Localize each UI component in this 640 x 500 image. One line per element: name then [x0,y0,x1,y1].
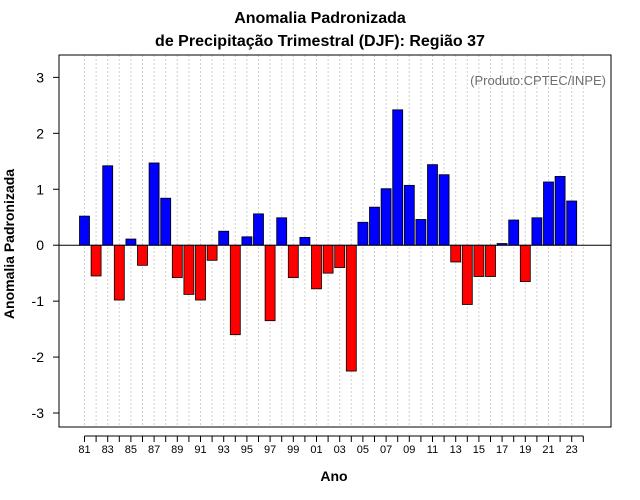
x-axis: 81 83 85 87 89 91 93 95 97 99 01 03 05 07 09 11 13 15 17 19… [78,435,584,456]
y-tick-label: 1 [36,181,44,197]
y-tick-label: -2 [32,349,45,365]
bar-83 [102,165,114,246]
bar-06 [369,206,380,246]
bar-21 [543,181,554,246]
y-axis: -3 -2 -1 0 1 2 3 [32,69,59,421]
bar-94 [229,244,241,336]
bar-10 [415,219,427,246]
bar-91 [195,244,206,301]
bar-00 [299,236,311,246]
bar-99 [287,244,299,279]
x-tick-label: 03 [334,444,346,456]
bar-07 [380,188,392,246]
bar-14 [461,244,473,305]
x-tick-label: 91 [194,444,206,456]
bar-series [79,109,578,372]
bar-86 [137,244,148,266]
x-tick-label: 19 [519,444,531,456]
chart-subtitle: de Precipitação Trimestral (DJF): Região… [155,33,485,50]
x-tick-label: 95 [241,444,253,456]
bar-05 [357,221,369,246]
x-tick-label: 93 [218,444,230,456]
bar-93 [218,230,230,246]
bar-98 [276,217,288,246]
x-tick-label: 89 [171,444,183,456]
bar-11 [427,164,438,246]
y-tick-label: 3 [36,69,44,85]
bar-97 [264,244,276,322]
x-tick-label: 01 [310,444,322,456]
x-tick-label: 05 [357,444,369,456]
x-tick-label: 09 [403,444,415,456]
bar-16 [485,244,496,277]
x-tick-label: 23 [566,444,578,456]
x-tick-label: 13 [450,444,462,456]
x-tick-label: 81 [78,444,90,456]
y-tick-label: 0 [36,237,44,253]
bar-90 [183,244,195,295]
x-tick-label: 97 [264,444,276,456]
bar-04 [345,244,357,372]
bar-89 [171,244,183,279]
x-tick-label: 99 [287,444,299,456]
x-tick-label: 87 [148,444,160,456]
bar-01 [311,244,322,290]
x-axis-label: Ano [320,468,348,484]
credit-annotation: (Produto:CPTEC/INPE) [470,73,606,88]
bar-18 [508,219,520,246]
bar-08 [392,109,404,246]
bar-19 [519,244,531,282]
y-tick-label: -3 [32,405,45,421]
bar-95 [241,236,253,246]
x-tick-label: 83 [102,444,114,456]
bar-92 [206,244,218,261]
bar-02 [322,244,334,274]
bar-82 [90,244,102,277]
bar-84 [113,244,125,301]
bar-22 [554,175,566,246]
bar-03 [334,244,346,268]
y-axis-label: Anomalia Padronizada [1,168,17,320]
x-tick-label: 85 [125,444,137,456]
bar-13 [450,244,462,263]
bar-09 [403,184,415,246]
bar-15 [473,244,485,277]
x-tick-label: 17 [496,444,508,456]
bar-81 [79,215,90,246]
plot-frame [58,54,612,428]
bar-20 [531,217,543,246]
bar-12 [438,174,450,246]
y-tick-label: 2 [36,125,44,141]
bar-23 [566,200,578,246]
bar-87 [148,162,160,246]
x-tick-label: 11 [427,444,438,456]
chart-title: Anomalia Padronizada [234,10,406,27]
bar-88 [160,197,172,246]
bar-96 [253,213,264,246]
x-tick-label: 15 [473,444,485,456]
x-tick-label: 21 [542,444,554,456]
y-tick-label: -1 [32,293,45,309]
bar-85 [125,238,137,246]
x-tick-label: 07 [380,444,392,456]
